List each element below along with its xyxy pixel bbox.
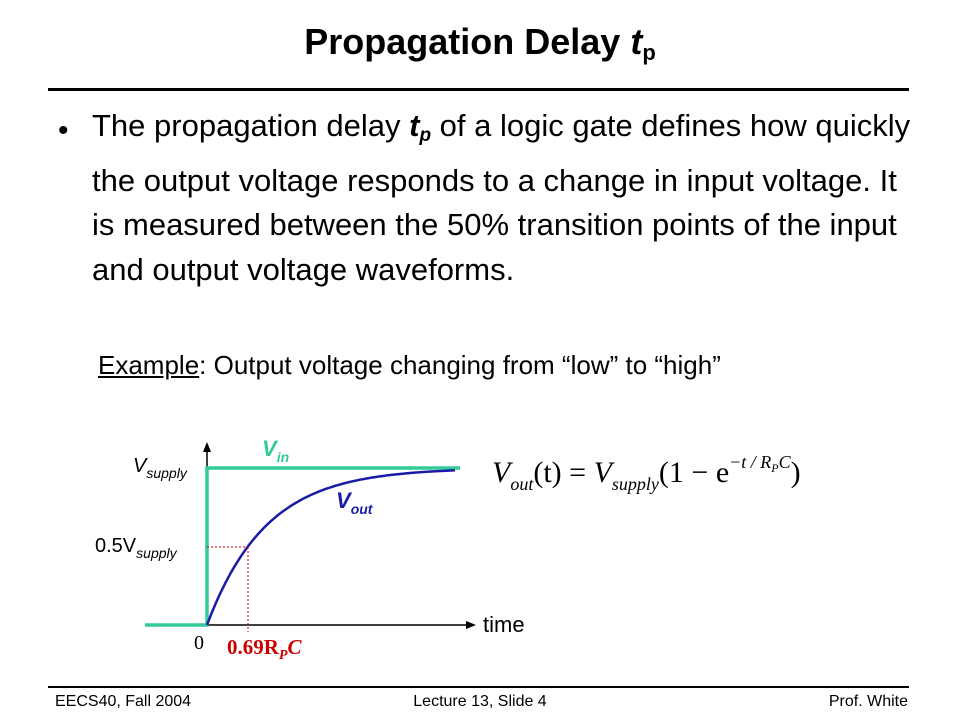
bullet-text-part2: of a logic gate defines how quickly the …	[92, 108, 911, 287]
footer-divider	[48, 686, 909, 688]
footer-author: Prof. White	[828, 693, 908, 710]
tp-symbol: tp	[409, 108, 432, 146]
footer-course: EECS40, Fall 2004	[55, 693, 192, 710]
origin-label: 0	[194, 632, 204, 654]
time-axis-arrow	[466, 621, 476, 629]
example-text: : Output voltage changing from “low” to …	[199, 350, 721, 380]
vout-label: Vout	[336, 488, 374, 517]
time-label: time	[483, 612, 525, 637]
example-line: Example: Output voltage changing from “l…	[98, 352, 721, 378]
half-vsupply-label: 0.5Vsupply	[95, 535, 178, 561]
bullet-paragraph: The propagation delay tp of a logic gate…	[92, 104, 922, 292]
slide-title: Propagation Delay tp	[0, 24, 960, 64]
tp-subscript: p	[419, 125, 432, 146]
vsupply-label: Vsupply	[133, 455, 188, 481]
vin-label: Vin	[262, 436, 289, 465]
title-divider	[48, 88, 909, 91]
waveform-diagram: Vin Vout Vsupply 0.5Vsupply 0 time 0.69R…	[95, 436, 801, 663]
bullet-marker: •	[58, 114, 69, 147]
vout-equation: Vout(t) = Vsupply(1 − e−t / RPC)	[492, 452, 801, 494]
title-text: Propagation Delay	[304, 21, 631, 62]
title-subscript: p	[642, 40, 656, 65]
voltage-axis-arrow	[203, 442, 211, 452]
title-symbol: t	[630, 21, 643, 62]
footer-slide-number: Lecture 13, Slide 4	[413, 693, 547, 710]
bullet-text-part1: The propagation delay	[92, 108, 410, 143]
delay-label: 0.69RPC	[227, 635, 302, 663]
example-label: Example	[98, 350, 200, 380]
tp-letter: t	[409, 108, 420, 143]
vin-waveform	[145, 466, 460, 627]
vout-waveform	[205, 469, 456, 626]
